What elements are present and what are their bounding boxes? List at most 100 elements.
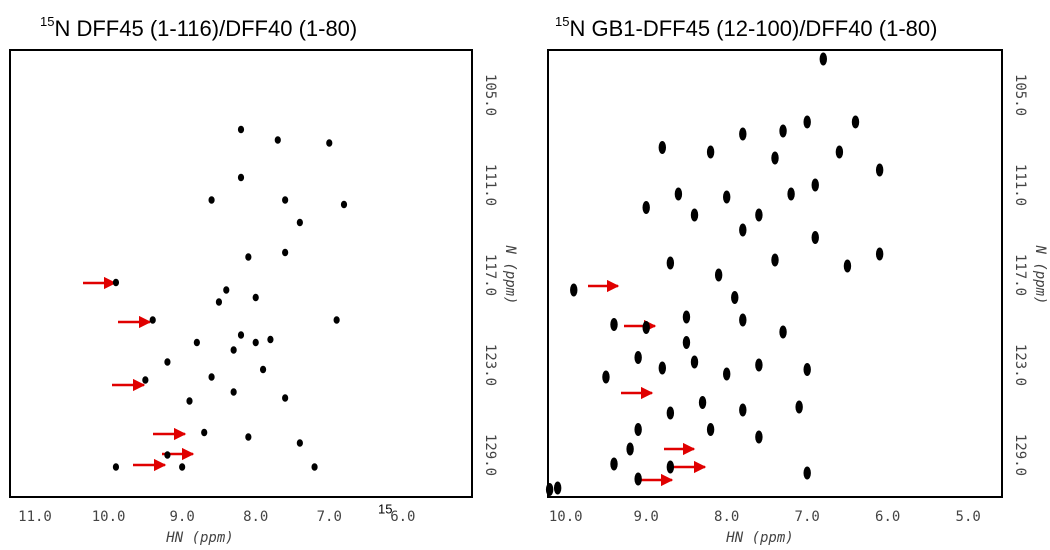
peak — [237, 125, 245, 134]
peak — [602, 370, 610, 384]
y-tick-label: 117.0 — [482, 254, 498, 296]
peak — [811, 178, 819, 192]
peak — [779, 325, 787, 339]
peak — [835, 145, 844, 159]
peak — [282, 196, 289, 204]
x-axis-label: HN (ppm) — [165, 530, 233, 546]
peak — [252, 293, 259, 302]
peak — [723, 190, 731, 204]
peak — [658, 361, 667, 375]
peak — [851, 115, 860, 129]
peak — [208, 373, 215, 381]
y-tick-label: 129.0 — [1012, 434, 1028, 476]
title-text: N GB1-DFF45 (12-100)/DFF40 (1-80) — [569, 16, 937, 41]
peak — [259, 365, 267, 374]
peak — [714, 268, 723, 282]
peak — [634, 423, 642, 436]
peak — [149, 316, 156, 324]
x-tick-label: 11.0 — [18, 509, 52, 525]
peak — [311, 463, 318, 471]
peak — [164, 358, 171, 366]
peak — [706, 423, 715, 436]
peak — [179, 463, 186, 471]
peak — [666, 406, 675, 420]
peak — [843, 259, 852, 273]
x-tick-label: 10.0 — [92, 509, 126, 525]
peak — [803, 466, 811, 480]
chart-title: 15N GB1-DFF45 (12-100)/DFF40 (1-80) — [555, 14, 937, 40]
title-superscript: 15 — [555, 14, 569, 29]
peak — [626, 442, 634, 456]
peak — [698, 396, 707, 409]
y-tick-label: 105.0 — [1012, 74, 1028, 116]
peak — [755, 430, 763, 444]
y-tick-label: 129.0 — [482, 434, 498, 476]
peak — [779, 124, 787, 138]
title-superscript: 15 — [40, 14, 54, 29]
chart-title: 15N DFF45 (1-116)/DFF40 (1-80) — [40, 14, 357, 40]
y-axis-label: N (ppm) — [502, 244, 518, 304]
peak — [787, 187, 795, 201]
title-text: N DFF45 (1-116)/DFF40 (1-80) — [54, 16, 357, 41]
peak — [682, 336, 691, 349]
x-tick-label: 6.0 — [390, 509, 415, 525]
peak — [267, 335, 274, 344]
x-tick-label: 9.0 — [634, 509, 659, 525]
y-tick-label: 117.0 — [1012, 254, 1028, 296]
peak — [252, 338, 259, 347]
peak — [795, 400, 803, 414]
x-tick-label: 10.0 — [549, 509, 583, 525]
x-tick-label: 5.0 — [956, 509, 981, 525]
peak — [666, 460, 675, 474]
y-tick-label: 123.0 — [1012, 344, 1028, 386]
peak — [237, 331, 245, 339]
plot-frame — [547, 49, 1003, 498]
peak — [112, 463, 120, 471]
peak — [230, 346, 237, 354]
peak — [755, 208, 763, 222]
peak — [642, 201, 650, 214]
peak — [201, 428, 208, 437]
peak — [274, 136, 281, 144]
peak — [610, 318, 618, 331]
peak — [634, 351, 642, 364]
peak — [731, 291, 739, 304]
peak — [282, 394, 289, 402]
peak — [803, 363, 811, 376]
peak — [545, 483, 554, 496]
peak — [739, 403, 747, 417]
peak — [666, 256, 675, 270]
peak — [333, 316, 340, 324]
peak — [186, 397, 193, 405]
peak — [326, 139, 333, 147]
peak — [875, 163, 884, 177]
peak — [674, 187, 683, 201]
y-axis-label: N (ppm) — [1032, 244, 1048, 304]
peak — [610, 457, 618, 471]
peak — [245, 433, 252, 441]
peak — [739, 127, 747, 141]
peak — [706, 145, 715, 159]
plot-frame — [9, 49, 473, 498]
y-tick-label: 111.0 — [1012, 164, 1028, 206]
peak — [642, 321, 650, 334]
peak — [237, 173, 245, 182]
peak — [755, 358, 763, 372]
peak — [296, 218, 303, 227]
peak — [682, 310, 691, 324]
peak — [340, 200, 348, 209]
peak — [771, 151, 779, 165]
peak — [208, 196, 215, 204]
peak — [245, 253, 252, 261]
peak — [658, 141, 667, 154]
x-tick-label: 6.0 — [875, 509, 900, 525]
peak — [112, 278, 120, 287]
peak — [634, 472, 642, 486]
x-tick-label: 8.0 — [714, 509, 739, 525]
peak — [739, 313, 747, 327]
x-tick-label: 7.0 — [317, 509, 342, 525]
x-tick-label: 8.0 — [243, 509, 268, 525]
x-axis-label: HN (ppm) — [725, 530, 793, 546]
peak — [215, 298, 223, 306]
peak — [230, 388, 237, 396]
